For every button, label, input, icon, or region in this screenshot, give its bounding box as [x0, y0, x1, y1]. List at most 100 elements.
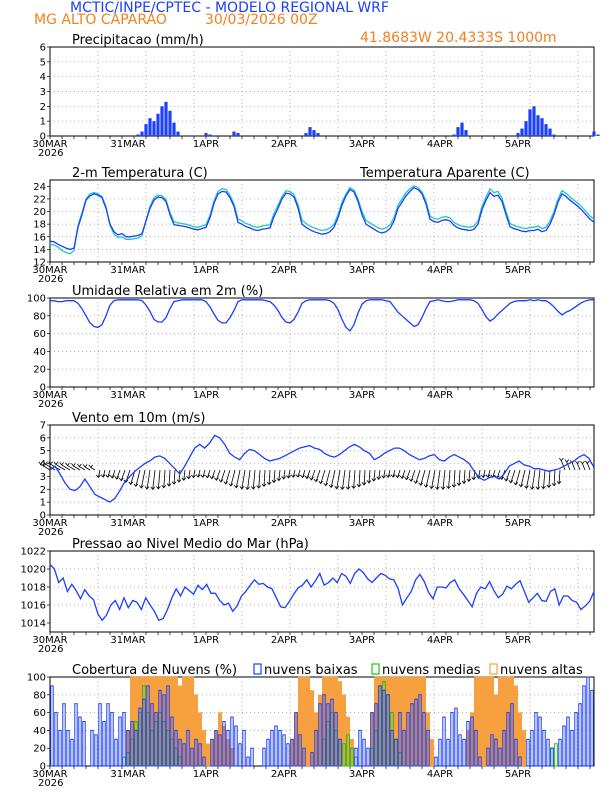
wind-arrow — [273, 469, 276, 483]
wind-arrowhead — [139, 485, 144, 489]
cloud-low-bar — [494, 738, 498, 767]
wind-arrowhead — [461, 480, 467, 484]
wind-arrow — [84, 466, 91, 471]
x-tick-label: 31MAR — [110, 139, 145, 150]
cloud-low-bar — [398, 712, 402, 767]
wind-arrow — [178, 469, 181, 483]
panel-title: Vento em 10m (m/s) — [72, 411, 205, 426]
wind-arrowhead — [171, 481, 177, 485]
pressure-line — [49, 564, 595, 622]
cloud-low-bar — [102, 721, 106, 767]
x-tick-label: 1APR — [193, 518, 219, 529]
x-tick-label: 1APR — [193, 139, 219, 150]
cloud-low-bar — [462, 738, 466, 767]
cloud-low-bar — [154, 712, 158, 767]
cloud-low-bar — [382, 689, 386, 767]
cloud-low-bar — [390, 729, 394, 767]
wind-arrow — [468, 469, 471, 482]
wind-arrow — [152, 469, 156, 490]
y-tick-label: 100 — [27, 673, 46, 684]
precip-bar — [164, 101, 168, 136]
wind-arrowhead — [261, 483, 267, 488]
cloud-low-bar — [438, 738, 442, 767]
x-tick-label: 5APR — [505, 518, 531, 529]
cloud-low-bar — [546, 738, 550, 767]
cloud-low-bar — [278, 729, 282, 767]
y-tick-label: 22 — [33, 194, 46, 205]
y-tick-label: 2 — [40, 485, 46, 496]
cloud-low-bar — [518, 756, 522, 767]
x-tick-label: 1APR — [193, 390, 219, 401]
panel-title: Precipitacao (mm/h) — [72, 33, 204, 48]
cloud-low-bar — [218, 734, 222, 767]
cloud-low-bar — [418, 694, 422, 767]
cloud-low-bar — [534, 712, 538, 767]
wind-arrowhead — [485, 474, 491, 478]
precip-bar — [176, 131, 180, 136]
x-tick-label: 31MAR — [110, 635, 145, 646]
y-tick-label: 1020 — [21, 565, 46, 576]
wind-arrow — [397, 469, 401, 478]
x-tick-label: 31MAR — [110, 265, 145, 276]
chart-title: MCTIC/INPE/CPTEC - MODELO REGIONAL WRF — [70, 0, 389, 16]
cloud-low-bar — [286, 743, 290, 767]
cloud-low-bar — [178, 738, 182, 767]
cloud-low-bar — [354, 747, 358, 767]
cloud-high-bar — [206, 743, 211, 767]
y-tick-label: 1 — [40, 498, 46, 509]
wind-arrow — [278, 469, 281, 481]
x-tick-label: 4APR — [427, 265, 453, 276]
wind-arrowhead — [214, 477, 219, 481]
cloud-mid-bar — [346, 734, 350, 767]
x-tick-label: 4APR — [427, 635, 453, 646]
wind-arrow — [263, 469, 266, 487]
y-tick-label: 40 — [33, 726, 46, 737]
cloud-low-bar — [54, 712, 58, 767]
wind-arrow — [558, 469, 561, 484]
cloud-low-bar — [426, 729, 430, 767]
precip-bar — [144, 124, 148, 136]
cloud-low-bar — [574, 712, 578, 767]
x-tick-label: 30MAR — [32, 769, 67, 780]
precip-bar — [544, 124, 548, 136]
wind-arrowhead — [300, 474, 305, 479]
x-tick-label: 3APR — [349, 139, 375, 150]
wind-arrowhead — [345, 486, 351, 490]
wind-arrow — [207, 469, 211, 478]
wind-arrowhead — [395, 474, 400, 479]
cloud-low-bar — [318, 703, 322, 767]
wind-arrow — [107, 469, 111, 478]
wind-arrowhead — [408, 478, 414, 482]
cloud-low-bar — [274, 725, 278, 767]
cloud-low-bar — [510, 703, 514, 767]
wind-arrowhead — [508, 480, 514, 484]
wind-arrow — [577, 463, 581, 471]
legend-apparent-temp: Temperatura Aparente (C) — [359, 166, 530, 181]
wind-arrow — [560, 460, 566, 471]
wind-arrowhead — [456, 482, 462, 486]
cloud-low-bar — [262, 747, 266, 767]
x-tick-year: 2026 — [38, 644, 63, 655]
legend-mid-clouds-swatch — [371, 663, 380, 675]
cloud-high-bar — [305, 676, 310, 767]
x-tick-label: 2APR — [271, 265, 297, 276]
cloud-low-bar — [66, 729, 70, 767]
wind-arrowhead — [476, 475, 481, 479]
wind-arrowhead — [471, 476, 477, 481]
y-tick-label: 6 — [40, 43, 46, 54]
wind-arrow — [102, 469, 106, 478]
precip-bar — [308, 127, 312, 136]
wind-arrowhead — [71, 463, 76, 467]
precip-bar — [524, 121, 528, 136]
wind-arrow — [40, 463, 51, 471]
precip-bar — [316, 133, 320, 136]
wind-arrow — [311, 469, 316, 481]
cloud-low-bar — [110, 712, 114, 767]
y-tick-label: 80 — [33, 311, 46, 322]
cloud-low-bar — [126, 729, 130, 767]
cloud-low-bar — [386, 694, 390, 767]
wind-arrow — [79, 466, 86, 471]
wind-arrowhead — [446, 485, 451, 490]
cloud-low-bar — [506, 712, 510, 767]
temp-line — [49, 186, 595, 251]
